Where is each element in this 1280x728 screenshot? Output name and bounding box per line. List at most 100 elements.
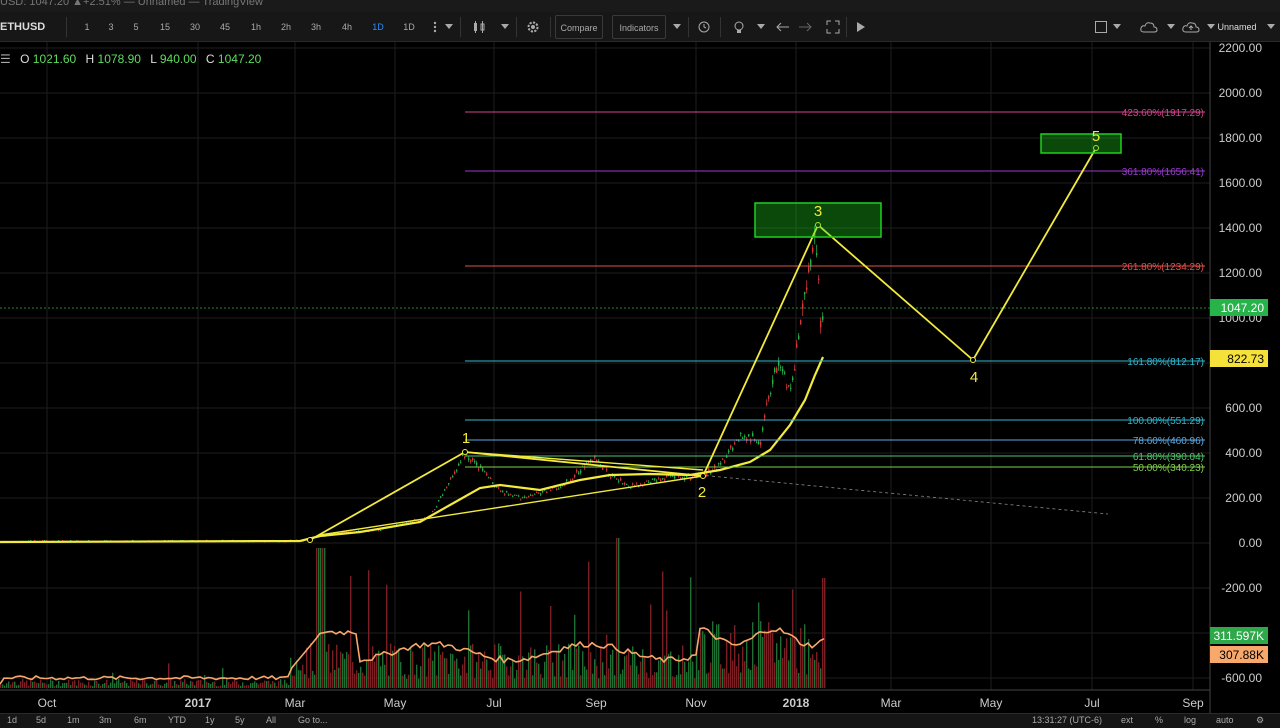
- play-icon[interactable]: [850, 15, 872, 39]
- layout-name[interactable]: Unnamed: [1217, 22, 1257, 32]
- close-label: C: [205, 52, 215, 66]
- log-scale-toggle[interactable]: log: [1184, 715, 1197, 725]
- volume-bar: [264, 680, 266, 688]
- volume-bar: [304, 674, 306, 688]
- volume-bar: [348, 654, 350, 688]
- candle-body: [626, 483, 628, 485]
- range-button-ytd[interactable]: YTD: [168, 715, 186, 725]
- chart-type-dropdown-icon[interactable]: [494, 15, 516, 39]
- candle-body: [570, 479, 572, 481]
- interval-4h-button[interactable]: 4h: [341, 22, 352, 32]
- candle-body: [28, 540, 30, 542]
- indicators-dropdown-icon[interactable]: [666, 15, 688, 39]
- interval-1d-button[interactable]: 1D: [372, 22, 384, 32]
- candle-body: [360, 531, 362, 533]
- range-button-5d[interactable]: 5d: [36, 715, 47, 725]
- auto-scale-toggle[interactable]: auto: [1216, 715, 1234, 725]
- candle-body: [800, 320, 802, 325]
- time-axis[interactable]: Oct 2017 Mar May Jul Sep Nov 2018 Mar May Jul Sep: [0, 689, 1210, 710]
- candle-body: [378, 530, 380, 532]
- range-button-all[interactable]: All: [266, 715, 277, 725]
- candle-body: [330, 533, 332, 535]
- range-button-5y[interactable]: 5y: [235, 715, 245, 725]
- layout-square-icon[interactable]: [1090, 15, 1112, 39]
- alert-clock-icon[interactable]: [694, 15, 716, 39]
- candle-body: [236, 541, 238, 543]
- layout-name-dropdown-icon[interactable]: [1260, 15, 1280, 39]
- undo-icon[interactable]: [772, 15, 794, 39]
- candle-body: [482, 468, 484, 471]
- interval-1m-button[interactable]: 1: [84, 22, 90, 32]
- layout-dropdown-icon[interactable]: [1106, 15, 1128, 39]
- interval-5m-button[interactable]: 5: [133, 22, 139, 32]
- indicators-button[interactable]: Indicators: [612, 15, 666, 39]
- save-dropdown-icon[interactable]: [1200, 15, 1222, 39]
- volume-bar: [744, 661, 746, 688]
- volume-bar: [484, 651, 486, 688]
- cloud-download-icon[interactable]: [1138, 15, 1160, 39]
- compare-button[interactable]: Compare: [555, 15, 603, 39]
- volume-ma-tag: 307.88K: [1219, 648, 1264, 662]
- fullscreen-icon[interactable]: [822, 15, 844, 39]
- interval-15m-button[interactable]: 15: [159, 22, 170, 32]
- range-button-6m[interactable]: 6m: [134, 715, 147, 725]
- wave-label-4: 4: [970, 369, 978, 386]
- candle-body: [352, 532, 354, 534]
- candle-body: [26, 541, 28, 543]
- volume-bar: [382, 651, 384, 688]
- volume-bar: [314, 674, 316, 688]
- candle-body: [782, 368, 784, 372]
- price-axis-label: 1800.00: [1219, 131, 1263, 145]
- redo-icon[interactable]: [794, 15, 816, 39]
- volume-bar: [164, 683, 166, 688]
- more-intervals-icon[interactable]: [424, 15, 446, 39]
- volume-bar: [360, 666, 362, 688]
- bulb-dropdown-icon[interactable]: [750, 15, 772, 39]
- volume-bar: [170, 679, 172, 688]
- cloud-upload-icon[interactable]: [1180, 15, 1202, 39]
- volume-bar: [32, 681, 34, 688]
- percent-scale-toggle[interactable]: %: [1155, 715, 1164, 725]
- range-button-1y[interactable]: 1y: [205, 715, 215, 725]
- price-axis-label: 2000.00: [1219, 86, 1263, 100]
- volume-bar: [522, 656, 524, 688]
- volume-bar: [394, 645, 396, 688]
- interval-45m-button[interactable]: 45: [219, 22, 230, 32]
- cloud-dropdown-icon[interactable]: [1160, 15, 1182, 39]
- gear-icon[interactable]: [522, 15, 544, 39]
- volume-bar: [320, 548, 322, 688]
- range-button-1m[interactable]: 1m: [67, 715, 80, 725]
- volume-bar: [188, 685, 190, 688]
- symbol-search[interactable]: ETHUSD: [0, 21, 46, 33]
- candle-body: [232, 539, 234, 541]
- range-button-3m[interactable]: 3m: [99, 715, 112, 725]
- intervals-dropdown-icon[interactable]: [438, 15, 460, 39]
- volume-bar: [296, 660, 298, 688]
- price-axis[interactable]: 2200.00 2000.00 1800.00 1600.00 1400.00 1200.…: [1209, 41, 1280, 713]
- candle-body: [558, 488, 560, 490]
- go-to-date-button[interactable]: Go to...: [298, 715, 328, 725]
- candle-body: [274, 540, 276, 542]
- candles-chart-type-icon[interactable]: [468, 15, 490, 39]
- candle-body: [584, 466, 586, 468]
- candle-body: [212, 541, 214, 543]
- interval-1h-button[interactable]: 1h: [250, 22, 261, 32]
- interval-3m-button[interactable]: 3: [108, 22, 114, 32]
- high-label: H: [85, 52, 95, 66]
- candle-body: [424, 517, 426, 519]
- interval-30m-button[interactable]: 30: [189, 22, 200, 32]
- interval-1d-custom-button[interactable]: 1D: [403, 22, 415, 32]
- candle-body: [356, 531, 358, 533]
- bulb-icon[interactable]: [728, 15, 750, 39]
- extended-hours-toggle[interactable]: ext: [1121, 715, 1134, 725]
- candle-body: [440, 496, 442, 498]
- volume-bar: [790, 637, 792, 688]
- range-button-1d[interactable]: 1d: [7, 715, 18, 725]
- legend-menu-icon[interactable]: ☰: [0, 52, 11, 66]
- gear-icon[interactable]: ⚙: [1256, 715, 1265, 725]
- interval-3h-button[interactable]: 3h: [310, 22, 321, 32]
- candle-body: [666, 475, 668, 477]
- volume-bars: [0, 538, 826, 688]
- interval-2h-button[interactable]: 2h: [280, 22, 291, 32]
- price-chart[interactable]: 423.60%(1917.29)361.80%(1656.41)261.80%(…: [0, 0, 1280, 713]
